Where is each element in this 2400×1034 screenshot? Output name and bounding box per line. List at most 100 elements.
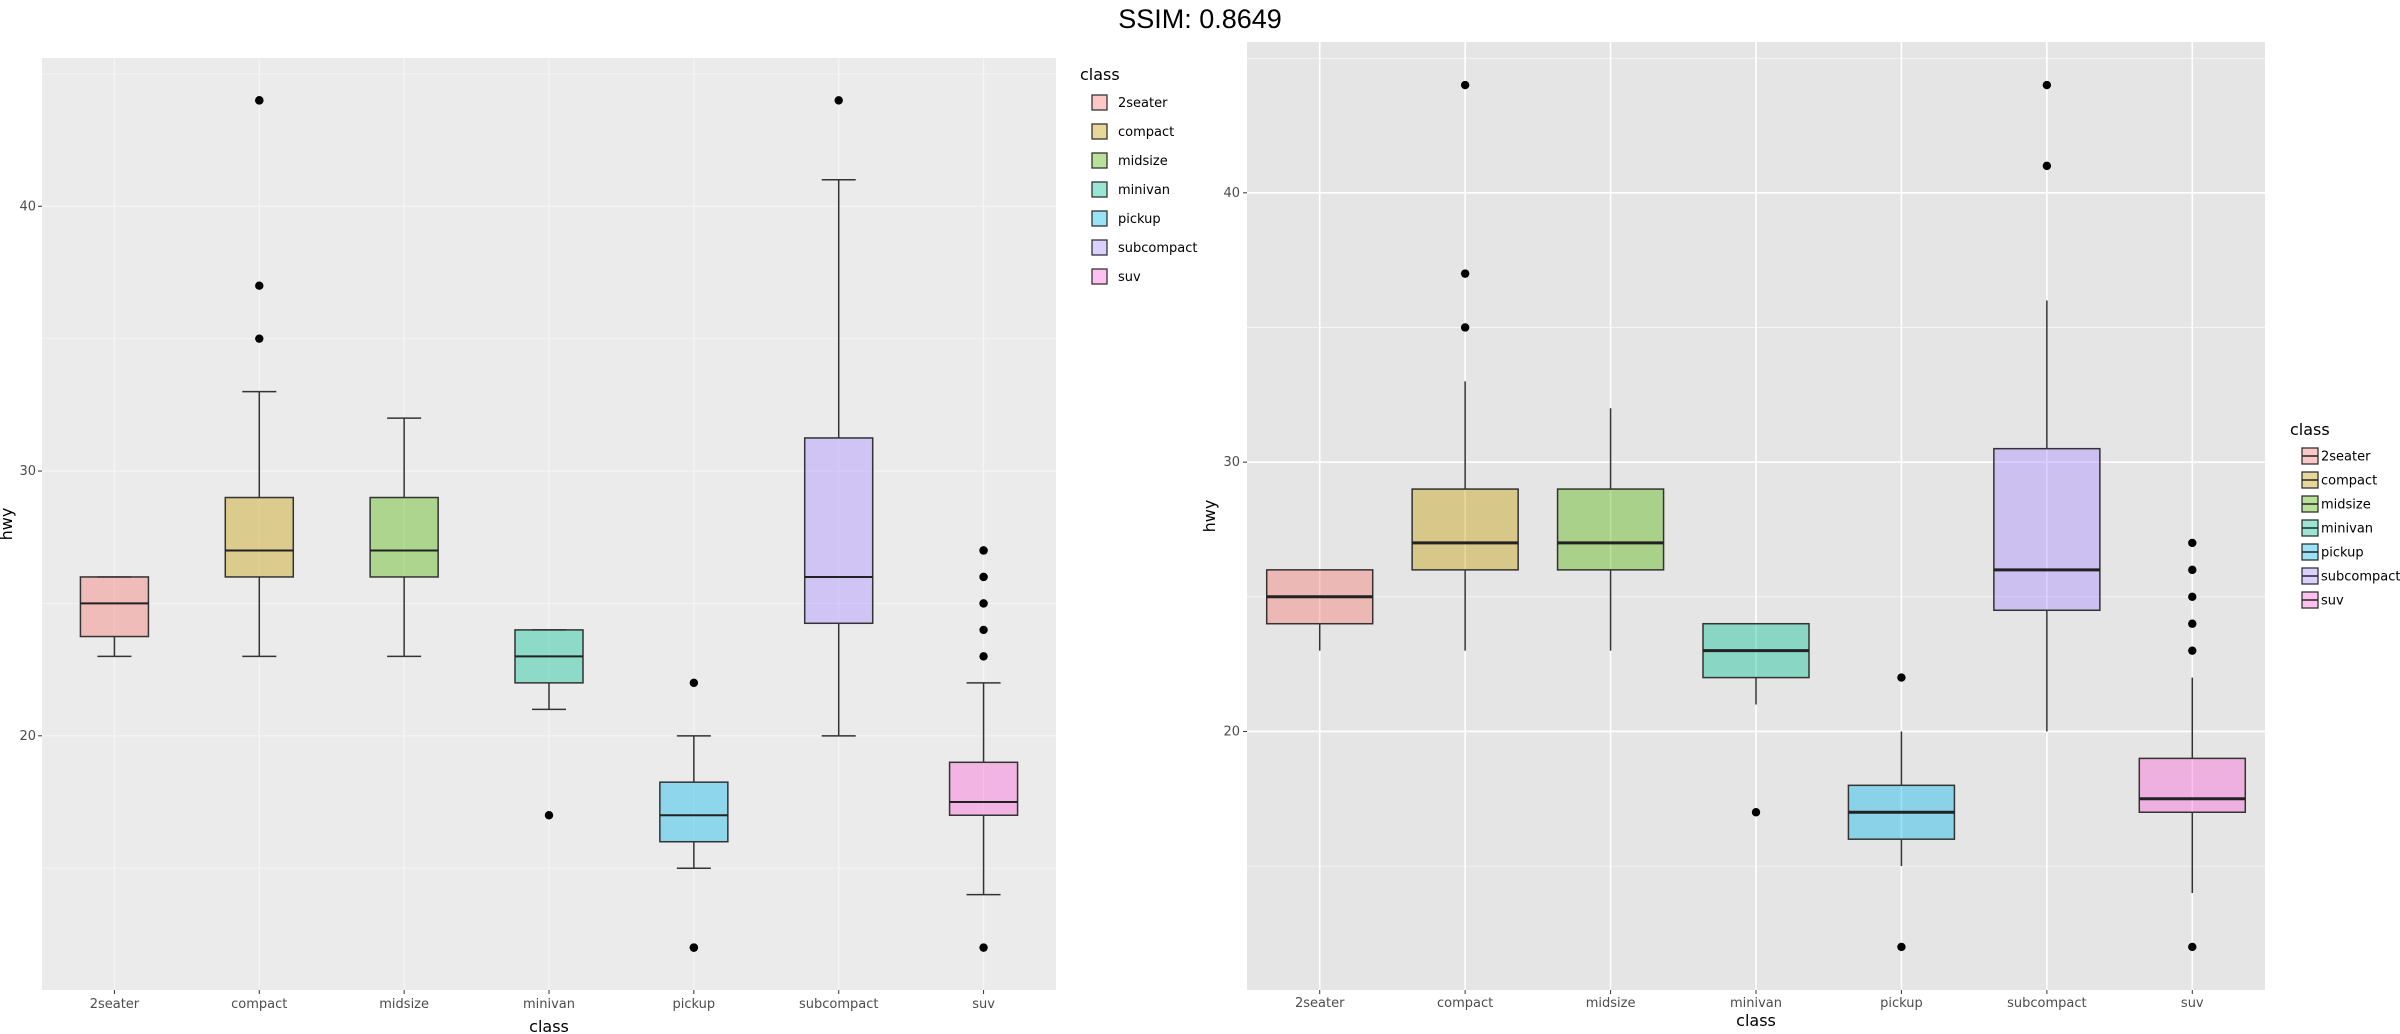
y-axis-title: hwy: [0, 508, 16, 541]
y-axis-title: hwy: [1200, 500, 1219, 533]
legend-label: midsize: [2321, 498, 2371, 513]
y-tick-label: 40: [19, 199, 36, 214]
x-tick-label: 2seater: [90, 997, 140, 1012]
outlier-point: [689, 943, 699, 952]
box-compact: [224, 96, 295, 658]
legend-item-pickup: pickup: [1091, 210, 1161, 227]
legend-item-suv: suv: [2301, 591, 2344, 609]
legend-key: [1091, 181, 1108, 198]
outlier-point: [1460, 269, 1470, 278]
outlier-point: [2188, 592, 2197, 601]
y-tick-label: 40: [1223, 186, 1240, 201]
box-iqr: [1993, 447, 2101, 612]
legend-title: class: [2290, 420, 2330, 439]
box-iqr: [369, 496, 439, 578]
box-subcompact: [1993, 80, 2101, 732]
box-pickup: [1847, 673, 1956, 952]
legend-label: suv: [2321, 594, 2344, 609]
outlier-point: [1460, 323, 1470, 332]
x-axis-title: class: [1736, 1011, 1776, 1030]
chart-1: 20 30 40 2seater compact midsize minivan pickup…: [0, 58, 1198, 1034]
legend-item-midsize: midsize: [1091, 152, 1168, 169]
legend: class 2seater compact midsize minivan pickup s…: [2290, 420, 2400, 609]
outlier-point: [2042, 161, 2052, 171]
legend-item-compact: compact: [1091, 123, 1174, 140]
legend-item-minivan: minivan: [2301, 519, 2373, 537]
box-2seater: [1265, 569, 1374, 651]
outlier-point: [689, 678, 699, 688]
outlier-point: [2188, 646, 2197, 655]
outlier-point: [979, 572, 988, 582]
legend-label: minivan: [2321, 522, 2373, 537]
outlier-point: [979, 943, 988, 952]
outlier-point: [2188, 538, 2197, 548]
outlier-point: [544, 811, 554, 820]
legend-item-midsize: midsize: [2301, 495, 2371, 513]
x-tick-label: pickup: [673, 997, 716, 1012]
legend-item-pickup: pickup: [2301, 543, 2364, 561]
box-midsize: [369, 417, 439, 658]
x-tick-label: pickup: [1880, 996, 1923, 1011]
legend-item-2seater: 2seater: [1091, 94, 1168, 111]
box-compact: [1411, 80, 1519, 651]
outlier-point: [255, 334, 264, 343]
outlier-point: [255, 281, 264, 290]
legend: class 2seater compact midsize minivan pickup s…: [1080, 65, 1198, 285]
y-tick-label: 30: [1223, 455, 1240, 470]
box-suv: [2138, 538, 2247, 952]
box-iqr: [1411, 488, 1519, 571]
x-tick-label: 2seater: [1295, 996, 1345, 1011]
x-tick-label: suv: [2181, 996, 2204, 1011]
box-midsize: [1556, 408, 1665, 651]
legend-label: minivan: [1118, 183, 1170, 198]
outlier-point: [979, 546, 988, 555]
legend-label: subcompact: [1118, 241, 1198, 256]
legend-label: 2seater: [1118, 96, 1168, 111]
outlier-point: [2042, 80, 2052, 90]
box-subcompact: [803, 96, 874, 737]
box-iqr: [948, 761, 1019, 817]
legend-key: [1091, 152, 1108, 169]
box-pickup: [659, 678, 729, 952]
x-tick-label: midsize: [1586, 996, 1636, 1011]
outlier-point: [1751, 808, 1761, 817]
legend-item-suv: suv: [1091, 268, 1141, 285]
outlier-point: [2188, 565, 2197, 575]
outlier-point: [1460, 80, 1470, 90]
x-tick-label: subcompact: [2007, 996, 2087, 1011]
legend-label: suv: [1118, 270, 1141, 285]
box-iqr: [803, 437, 874, 625]
legend-key: [1091, 268, 1108, 285]
legend-label: compact: [2321, 474, 2377, 489]
page-title: SSIM: 0.8649: [1118, 4, 1282, 34]
legend-item-subcompact: subcompact: [2301, 567, 2400, 585]
outlier-point: [979, 652, 988, 661]
legend-label: compact: [1118, 125, 1174, 140]
box-suv: [948, 546, 1019, 952]
y-tick-label: 20: [19, 729, 36, 744]
y-tick-label: 30: [19, 464, 36, 479]
x-tick-label: midsize: [379, 997, 429, 1012]
legend-label: pickup: [2321, 546, 2364, 561]
box-iqr: [1556, 488, 1665, 571]
legend-key: [1091, 123, 1108, 140]
legend-key: [1091, 239, 1108, 256]
box-iqr: [224, 496, 295, 578]
x-tick-label: compact: [1437, 996, 1493, 1011]
outlier-point: [1897, 673, 1906, 682]
box-2seater: [79, 576, 150, 658]
outlier-point: [834, 96, 843, 105]
outlier-point: [979, 599, 988, 608]
legend-title: class: [1080, 65, 1120, 84]
chart-2: 20 30 40 2seater compact midsize minivan pickup…: [1200, 42, 2400, 1030]
outlier-point: [255, 96, 264, 105]
legend-key: [1091, 94, 1108, 111]
legend-item-compact: compact: [2301, 471, 2377, 489]
box-iqr: [79, 576, 150, 638]
x-tick-label: minivan: [523, 997, 575, 1012]
legend-label: subcompact: [2321, 570, 2400, 585]
x-tick-label: minivan: [1730, 996, 1782, 1011]
outlier-point: [979, 625, 988, 635]
outlier-point: [2188, 942, 2197, 952]
